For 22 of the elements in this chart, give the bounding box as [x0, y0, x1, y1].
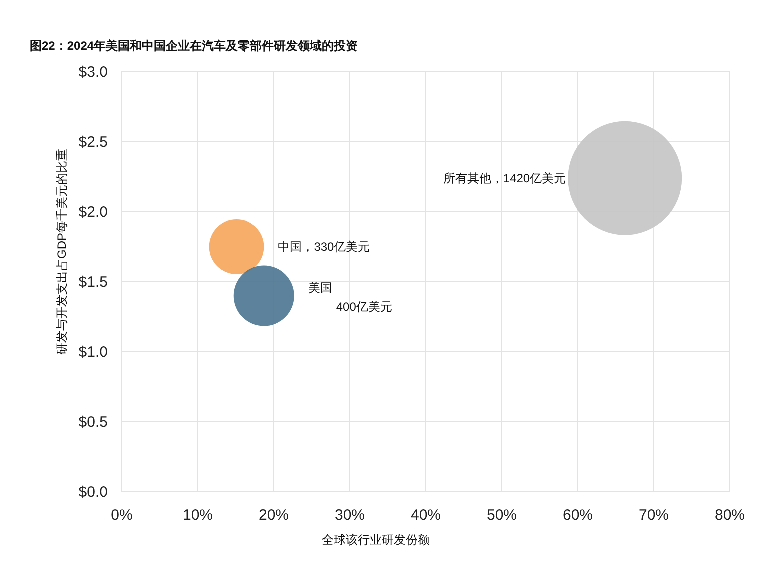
y-tick-label: $1.5	[78, 274, 108, 291]
y-axis-title: 研发与开发支出占GDP每千美元的比重	[55, 148, 69, 356]
x-tick-label: 40%	[410, 507, 442, 524]
x-tick-label: 70%	[638, 507, 670, 524]
x-tick-label: 30%	[334, 507, 366, 524]
y-tick-label: $3.0	[78, 64, 108, 81]
x-tick-label: 10%	[182, 507, 214, 524]
series-label: 所有其他，1420亿美元	[443, 171, 566, 186]
series-label: 中国，330亿美元	[278, 240, 370, 254]
y-tick-label: $1.0	[78, 344, 108, 361]
x-axis-title: 全球该行业研发份额	[322, 533, 430, 547]
y-tick-label: $2.0	[78, 204, 108, 221]
y-tick-label: $0.5	[78, 414, 108, 431]
chart-title: 图22：2024年美国和中国企业在汽车及零部件研发领域的投资	[30, 39, 358, 53]
x-tick-label: 80%	[714, 507, 746, 524]
x-tick-label: 50%	[486, 507, 518, 524]
y-tick-label: $2.5	[78, 134, 108, 151]
x-tick-label: 60%	[562, 507, 594, 524]
x-tick-label: 0%	[111, 507, 133, 524]
x-tick-label: 20%	[258, 507, 290, 524]
y-tick-label: $0.0	[78, 484, 108, 501]
series-label: 美国 400亿美元	[308, 281, 392, 314]
